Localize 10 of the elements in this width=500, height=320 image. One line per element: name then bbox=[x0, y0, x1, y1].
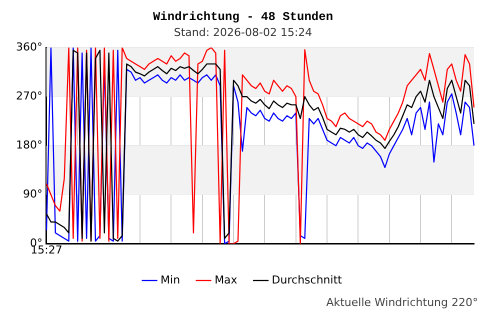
chart-title: Windrichtung - 48 Stunden bbox=[152, 10, 334, 24]
y-tick-label: 360° bbox=[16, 40, 42, 54]
text: Aktuelle Windrichtung 220° bbox=[325, 296, 479, 309]
legend-label: Min bbox=[160, 273, 180, 286]
legend-label: Durchschnitt bbox=[272, 273, 343, 286]
legend-label: Max bbox=[214, 273, 238, 286]
y-tick-label: 270° bbox=[16, 90, 42, 103]
y-tick-label: 90° bbox=[22, 188, 42, 201]
chart-subtitle: Stand: 2026-08-02 15:24 bbox=[174, 26, 312, 39]
y-tick-label: 180° bbox=[16, 138, 42, 152]
